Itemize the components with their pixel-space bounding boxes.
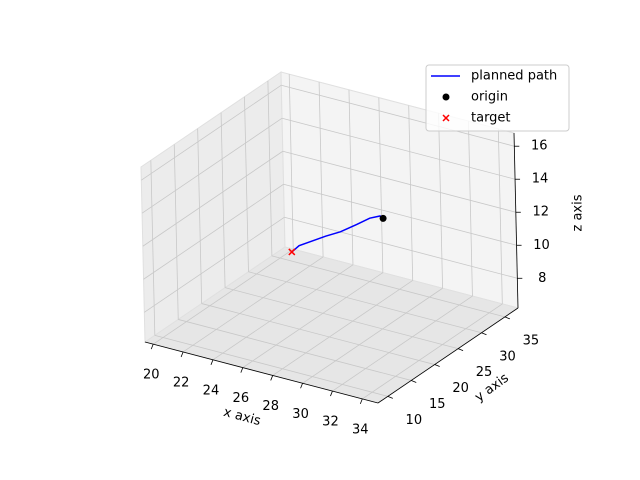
y-tick-label: 30 — [499, 349, 516, 364]
grid-line — [362, 303, 503, 400]
grid-line — [282, 150, 516, 213]
grid-line — [178, 319, 412, 381]
path-line — [291, 215, 384, 253]
y-tick-label: 20 — [452, 381, 469, 396]
tick-mark — [300, 383, 303, 389]
tick-mark — [457, 348, 464, 352]
tick-mark — [270, 375, 274, 381]
x-tick-label: 34 — [352, 422, 369, 437]
grid-line — [154, 334, 388, 397]
grid-line — [281, 84, 515, 147]
grid-line — [408, 105, 414, 281]
z-axis-label: z axis — [571, 194, 586, 231]
grid-line — [141, 84, 282, 181]
grid-line — [302, 287, 443, 384]
grid-line — [378, 97, 384, 273]
legend: planned path origin target — [425, 64, 570, 132]
y-tick-label: 25 — [476, 365, 493, 380]
grid-line — [272, 280, 413, 376]
grid-line — [281, 117, 516, 180]
grid-line — [201, 303, 435, 365]
grid-line — [142, 150, 284, 247]
grid-line — [267, 80, 273, 256]
grid-line — [244, 96, 249, 272]
z-tick-label: 10 — [533, 238, 550, 253]
tick-mark — [210, 359, 214, 365]
legend-box — [425, 64, 570, 132]
grid-line — [332, 295, 473, 392]
axis-line — [377, 307, 519, 404]
axis-line — [513, 132, 519, 309]
grid-line — [141, 117, 283, 214]
y-tick-label: 35 — [523, 333, 540, 348]
grid-line — [143, 183, 284, 280]
grid-line — [152, 248, 294, 345]
tick-mark — [411, 380, 417, 383]
x-tick-label: 26 — [233, 391, 250, 406]
grid-line — [224, 287, 459, 350]
z-tick-label: 8 — [538, 271, 546, 286]
tick-mark — [504, 316, 511, 320]
z-tick-label: 16 — [531, 139, 548, 154]
legend-swatch — [442, 93, 450, 101]
x-tick-label: 24 — [203, 383, 220, 398]
legend-label: target — [471, 111, 511, 126]
grid-line — [348, 89, 354, 265]
x-axis-label: x axis — [222, 405, 263, 429]
tick-mark — [150, 344, 154, 350]
grid-line — [197, 128, 203, 304]
tick-mark — [330, 390, 333, 397]
y-tick-label: 15 — [429, 397, 446, 412]
grid-line — [212, 264, 354, 361]
x-tick-label: 22 — [173, 375, 190, 390]
grid-line — [468, 121, 473, 297]
tick-mark — [481, 332, 487, 336]
grid-line — [284, 216, 518, 279]
legend-label: planned path — [471, 69, 557, 84]
tick-mark — [359, 398, 363, 405]
legend-label: origin — [471, 90, 508, 105]
grid-line — [271, 255, 505, 318]
x-tick-label: 20 — [143, 368, 160, 383]
point — [379, 214, 387, 222]
tick-mark — [240, 367, 244, 373]
point — [288, 248, 296, 256]
legend-swatch — [442, 114, 450, 122]
tick-mark — [180, 351, 184, 358]
y-tick-label: 10 — [406, 413, 423, 428]
grid-line — [220, 112, 226, 288]
z-tick-label: 12 — [533, 205, 550, 220]
grid-line — [438, 113, 443, 289]
axis-line — [144, 341, 379, 404]
grid-line — [150, 160, 156, 336]
grid-line — [497, 128, 503, 304]
grid-line — [318, 81, 324, 257]
grid-line — [288, 74, 294, 250]
x-tick-label: 28 — [262, 399, 279, 414]
x-tick-label: 30 — [292, 407, 309, 422]
grid-line — [144, 216, 285, 313]
tick-mark — [387, 395, 393, 399]
z-tick-label: 14 — [532, 172, 549, 187]
grid-line — [182, 256, 324, 353]
grid-line — [242, 272, 384, 368]
grid-line — [283, 183, 517, 246]
tick-mark — [434, 364, 440, 367]
grid-line — [248, 271, 482, 334]
grid-line — [173, 144, 179, 320]
x-tick-label: 32 — [322, 415, 339, 430]
